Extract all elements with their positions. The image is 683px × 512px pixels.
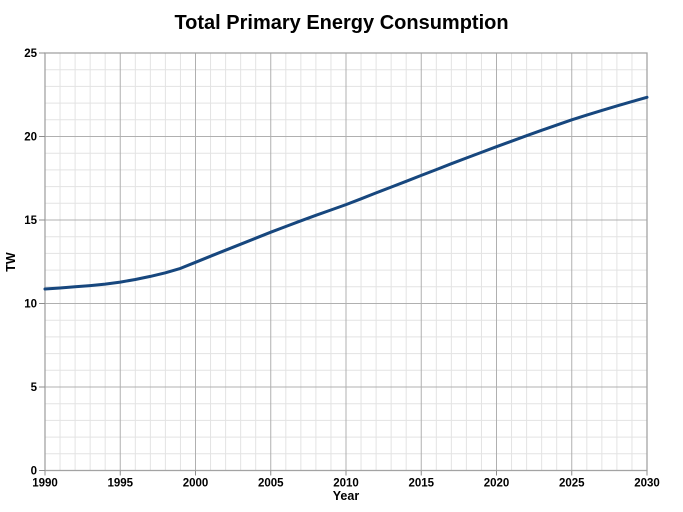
y-tick-label: 15	[24, 215, 37, 227]
x-axis-label: Year	[332, 489, 360, 503]
y-tick-label: 5	[31, 382, 38, 394]
data-line	[43, 95, 649, 291]
x-tick-label: 2025	[559, 478, 585, 490]
chart-title: Total Primary Energy Consumption	[174, 12, 509, 34]
y-tick-label: 10	[24, 299, 37, 311]
x-tick-label: 1990	[32, 478, 58, 490]
y-tick-label: 25	[24, 48, 37, 60]
x-tick-label: 2000	[183, 478, 209, 490]
y-tick-label: 20	[24, 132, 37, 144]
x-tick-label: 2020	[484, 478, 510, 490]
x-tick-label: 2010	[333, 478, 359, 490]
x-tick-label: 1995	[107, 478, 133, 490]
x-tick-label: 2005	[258, 478, 284, 490]
x-tick-label: 2015	[408, 478, 434, 490]
y-axis-label: TW	[4, 252, 18, 272]
x-tick-label: 2030	[634, 478, 660, 490]
y-tick-label: 0	[31, 466, 37, 478]
